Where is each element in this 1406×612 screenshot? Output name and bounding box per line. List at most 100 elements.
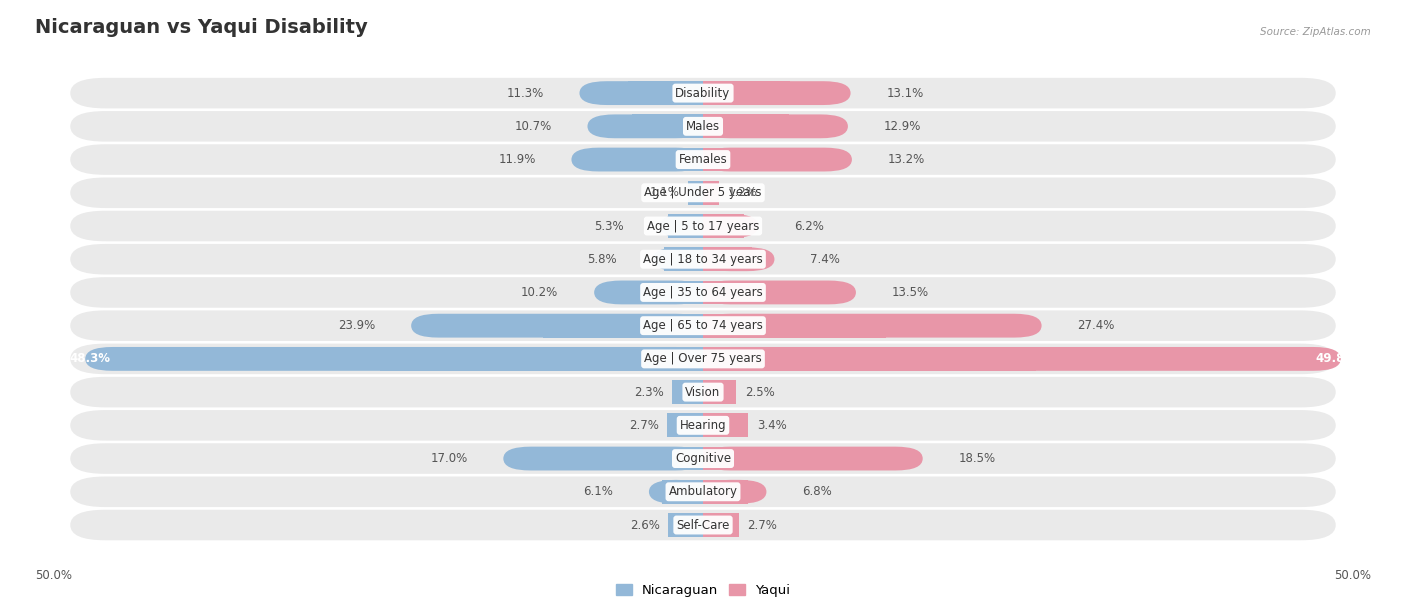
- FancyBboxPatch shape: [703, 314, 1042, 338]
- Text: Vision: Vision: [685, 386, 721, 398]
- FancyBboxPatch shape: [652, 247, 703, 271]
- Text: Cognitive: Cognitive: [675, 452, 731, 465]
- FancyBboxPatch shape: [70, 443, 1336, 474]
- Bar: [703, 147, 792, 171]
- FancyBboxPatch shape: [659, 214, 703, 238]
- Text: 2.6%: 2.6%: [630, 518, 659, 531]
- FancyBboxPatch shape: [411, 314, 703, 338]
- Bar: [662, 480, 703, 504]
- Text: 23.9%: 23.9%: [337, 319, 375, 332]
- FancyBboxPatch shape: [70, 410, 1336, 441]
- Text: Age | 65 to 74 years: Age | 65 to 74 years: [643, 319, 763, 332]
- FancyBboxPatch shape: [703, 347, 1341, 371]
- Bar: [703, 247, 752, 271]
- Text: 6.2%: 6.2%: [794, 220, 824, 233]
- Bar: [668, 513, 703, 537]
- Text: 48.3%: 48.3%: [69, 353, 110, 365]
- Bar: [703, 81, 790, 105]
- FancyBboxPatch shape: [70, 310, 1336, 341]
- Text: 2.3%: 2.3%: [634, 386, 664, 398]
- FancyBboxPatch shape: [703, 214, 758, 238]
- Text: 5.3%: 5.3%: [595, 220, 624, 233]
- Text: 2.5%: 2.5%: [745, 386, 775, 398]
- Text: 2.7%: 2.7%: [748, 518, 778, 531]
- FancyBboxPatch shape: [70, 343, 1336, 374]
- Text: 2.7%: 2.7%: [628, 419, 658, 432]
- Text: 13.2%: 13.2%: [887, 153, 925, 166]
- Bar: [666, 414, 703, 437]
- Bar: [703, 114, 789, 138]
- Text: 10.2%: 10.2%: [522, 286, 558, 299]
- Bar: [703, 347, 1036, 371]
- FancyBboxPatch shape: [86, 347, 703, 371]
- Bar: [636, 280, 703, 304]
- Bar: [703, 280, 793, 304]
- Text: 11.3%: 11.3%: [506, 87, 544, 100]
- Text: 13.5%: 13.5%: [891, 286, 929, 299]
- FancyBboxPatch shape: [70, 244, 1336, 275]
- Text: 49.8%: 49.8%: [1316, 353, 1357, 365]
- Legend: Nicaraguan, Yaqui: Nicaraguan, Yaqui: [610, 578, 796, 602]
- Bar: [703, 414, 748, 437]
- Bar: [703, 214, 744, 238]
- Text: 3.4%: 3.4%: [756, 419, 786, 432]
- Text: Age | 18 to 34 years: Age | 18 to 34 years: [643, 253, 763, 266]
- FancyBboxPatch shape: [703, 81, 851, 105]
- Bar: [672, 380, 703, 404]
- Text: 18.5%: 18.5%: [959, 452, 995, 465]
- Text: 17.0%: 17.0%: [430, 452, 467, 465]
- Text: Source: ZipAtlas.com: Source: ZipAtlas.com: [1260, 27, 1371, 37]
- FancyBboxPatch shape: [703, 447, 922, 471]
- FancyBboxPatch shape: [703, 147, 852, 171]
- Text: 50.0%: 50.0%: [35, 569, 72, 582]
- Bar: [703, 181, 718, 204]
- FancyBboxPatch shape: [703, 247, 775, 271]
- Text: 5.8%: 5.8%: [588, 253, 617, 266]
- FancyBboxPatch shape: [70, 78, 1336, 108]
- Text: 11.9%: 11.9%: [498, 153, 536, 166]
- Text: Nicaraguan vs Yaqui Disability: Nicaraguan vs Yaqui Disability: [35, 18, 368, 37]
- Text: 6.8%: 6.8%: [803, 485, 832, 498]
- Bar: [703, 314, 886, 338]
- FancyBboxPatch shape: [70, 111, 1336, 141]
- Text: Age | 35 to 64 years: Age | 35 to 64 years: [643, 286, 763, 299]
- Bar: [543, 314, 703, 338]
- FancyBboxPatch shape: [70, 477, 1336, 507]
- Text: 1.1%: 1.1%: [650, 186, 681, 200]
- FancyBboxPatch shape: [595, 280, 703, 304]
- Text: Disability: Disability: [675, 87, 731, 100]
- FancyBboxPatch shape: [70, 177, 1336, 208]
- FancyBboxPatch shape: [703, 280, 856, 304]
- Text: 7.4%: 7.4%: [810, 253, 841, 266]
- Text: Ambulatory: Ambulatory: [668, 485, 738, 498]
- Bar: [623, 147, 703, 171]
- Bar: [664, 247, 703, 271]
- Text: Self-Care: Self-Care: [676, 518, 730, 531]
- Text: 27.4%: 27.4%: [1077, 319, 1115, 332]
- Text: 10.7%: 10.7%: [515, 120, 551, 133]
- Text: Females: Females: [679, 153, 727, 166]
- FancyBboxPatch shape: [70, 211, 1336, 241]
- Text: 13.1%: 13.1%: [886, 87, 924, 100]
- Bar: [703, 447, 827, 471]
- FancyBboxPatch shape: [571, 147, 703, 171]
- Bar: [589, 447, 703, 471]
- Bar: [627, 81, 703, 105]
- FancyBboxPatch shape: [579, 81, 703, 105]
- FancyBboxPatch shape: [650, 480, 703, 504]
- Bar: [668, 214, 703, 238]
- FancyBboxPatch shape: [703, 480, 766, 504]
- Bar: [703, 480, 748, 504]
- Text: Males: Males: [686, 120, 720, 133]
- Bar: [381, 347, 703, 371]
- FancyBboxPatch shape: [70, 144, 1336, 175]
- FancyBboxPatch shape: [503, 447, 703, 471]
- Bar: [703, 380, 737, 404]
- Text: Age | Over 75 years: Age | Over 75 years: [644, 353, 762, 365]
- Text: 6.1%: 6.1%: [583, 485, 613, 498]
- FancyBboxPatch shape: [70, 510, 1336, 540]
- Text: Hearing: Hearing: [679, 419, 727, 432]
- Text: Age | 5 to 17 years: Age | 5 to 17 years: [647, 220, 759, 233]
- FancyBboxPatch shape: [70, 277, 1336, 308]
- FancyBboxPatch shape: [703, 114, 848, 138]
